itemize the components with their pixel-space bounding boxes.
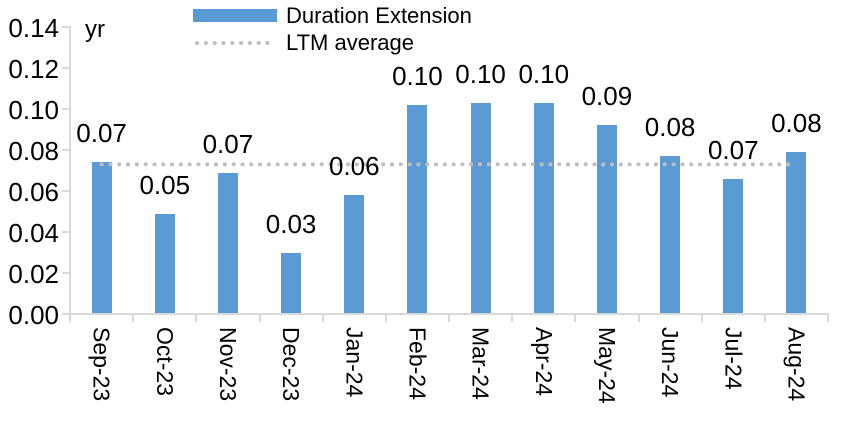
bar-nov-23 xyxy=(217,172,238,314)
x-axis-label-nov-23: Nov-23 xyxy=(214,327,241,402)
x-axis-label-oct-23: Oct-23 xyxy=(151,327,178,397)
bar-dec-23 xyxy=(281,252,302,314)
legend-bar-swatch xyxy=(193,9,277,22)
x-axis-tick xyxy=(827,313,829,322)
bar-apr-24 xyxy=(533,102,554,314)
x-axis-label-apr-24: Apr-24 xyxy=(530,327,557,397)
bar-aug-24 xyxy=(786,152,807,314)
x-axis-tick xyxy=(195,313,198,322)
legend-label-ltm-average: LTM average xyxy=(286,30,414,55)
x-axis-tick xyxy=(448,313,450,322)
x-axis-label-mar-24: Mar-24 xyxy=(467,327,494,400)
y-axis-tick xyxy=(62,313,70,315)
data-label-jul-24: 0.07 xyxy=(707,134,759,165)
data-label-aug-24: 0.08 xyxy=(771,108,822,139)
bar-oct-23 xyxy=(154,213,175,314)
y-axis-tick xyxy=(62,67,70,69)
bar-feb-24 xyxy=(407,104,428,314)
y-axis-tick-label: 0.04 xyxy=(8,218,59,248)
y-axis-tick-label: 0.02 xyxy=(8,259,59,289)
legend-dotted-line-swatch xyxy=(195,40,277,45)
bar-mar-24 xyxy=(470,102,491,314)
data-label-sep-23: 0.07 xyxy=(76,118,127,149)
x-axis-tick xyxy=(384,313,387,322)
legend-item-ltm-average: LTM average xyxy=(193,29,472,56)
x-axis-label-aug-24: Aug-24 xyxy=(783,327,810,402)
x-axis-label-jun-24: Jun-24 xyxy=(657,327,684,398)
data-label-nov-23: 0.07 xyxy=(202,128,254,159)
x-axis-label-jul-24: Jul-24 xyxy=(720,327,747,390)
x-axis-label-feb-24: Feb-24 xyxy=(404,327,431,400)
x-axis-tick xyxy=(574,313,577,322)
x-axis-tick xyxy=(69,313,71,322)
y-axis-line xyxy=(69,26,71,315)
x-axis-tick xyxy=(700,313,703,322)
y-axis-tick xyxy=(62,26,70,28)
x-axis-tick xyxy=(132,313,135,322)
x-axis-tick xyxy=(511,313,514,322)
x-axis-tick xyxy=(258,313,261,322)
y-axis-tick-label: 0.14 xyxy=(8,13,59,43)
x-axis-tick xyxy=(637,313,640,322)
data-label-mar-24: 0.10 xyxy=(455,58,506,89)
y-axis-tick xyxy=(62,231,70,233)
y-axis-tick-label: 0.10 xyxy=(8,95,59,125)
x-axis-label-sep-23: Sep-23 xyxy=(88,327,115,402)
y-axis-tick-label: 0.08 xyxy=(8,136,59,166)
x-axis-label-dec-23: Dec-23 xyxy=(278,327,305,402)
data-label-dec-23: 0.03 xyxy=(265,208,317,239)
y-axis-tick xyxy=(62,272,70,274)
data-label-apr-24: 0.10 xyxy=(518,58,570,89)
bar-sep-23 xyxy=(91,162,112,314)
data-label-jun-24: 0.08 xyxy=(644,112,696,143)
y-axis-tick-label: 0.00 xyxy=(8,300,59,330)
x-axis-tick xyxy=(321,313,324,322)
bar-may-24 xyxy=(596,125,617,314)
y-axis-tick xyxy=(62,190,70,192)
x-axis-label-may-24: May-24 xyxy=(593,327,620,404)
y-axis-tick-label: 0.12 xyxy=(8,54,59,84)
bar-jul-24 xyxy=(723,178,744,314)
legend-item-duration-extension: Duration Extension xyxy=(193,2,472,29)
data-label-feb-24: 0.10 xyxy=(392,60,443,91)
data-label-may-24: 0.09 xyxy=(581,81,633,112)
y-axis-unit-label: yr xyxy=(85,16,105,43)
bar-jan-24 xyxy=(344,195,365,314)
x-axis-tick xyxy=(763,313,766,322)
y-axis-tick-label: 0.06 xyxy=(8,177,59,207)
chart-legend: Duration Extension LTM average xyxy=(193,2,472,56)
y-axis-tick xyxy=(62,108,70,110)
x-axis-label-jan-24: Jan-24 xyxy=(341,327,368,398)
legend-label-duration-extension: Duration Extension xyxy=(286,3,472,28)
bar-jun-24 xyxy=(660,156,681,314)
data-label-oct-23: 0.05 xyxy=(139,169,191,200)
y-axis-tick xyxy=(62,149,70,151)
data-label-jan-24: 0.06 xyxy=(328,151,380,182)
